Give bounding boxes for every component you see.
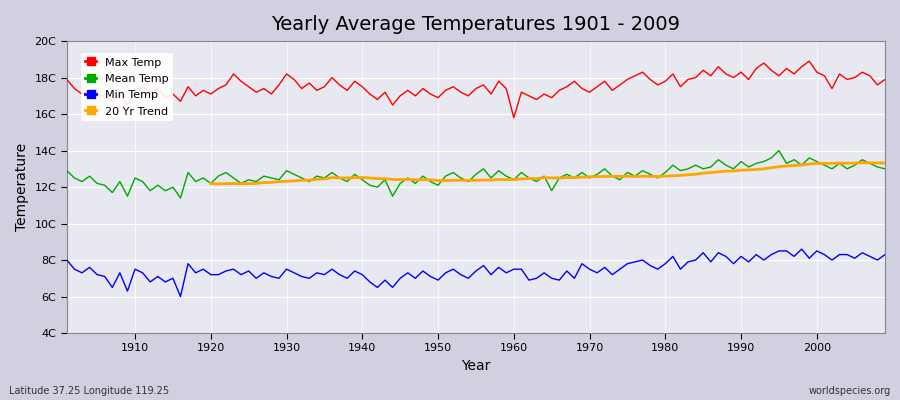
Legend: Max Temp, Mean Temp, Min Temp, 20 Yr Trend: Max Temp, Mean Temp, Min Temp, 20 Yr Tre…: [81, 52, 173, 121]
Text: worldspecies.org: worldspecies.org: [809, 386, 891, 396]
X-axis label: Year: Year: [461, 359, 491, 373]
Text: Latitude 37.25 Longitude 119.25: Latitude 37.25 Longitude 119.25: [9, 386, 169, 396]
Y-axis label: Temperature: Temperature: [15, 143, 29, 231]
Title: Yearly Average Temperatures 1901 - 2009: Yearly Average Temperatures 1901 - 2009: [272, 15, 680, 34]
